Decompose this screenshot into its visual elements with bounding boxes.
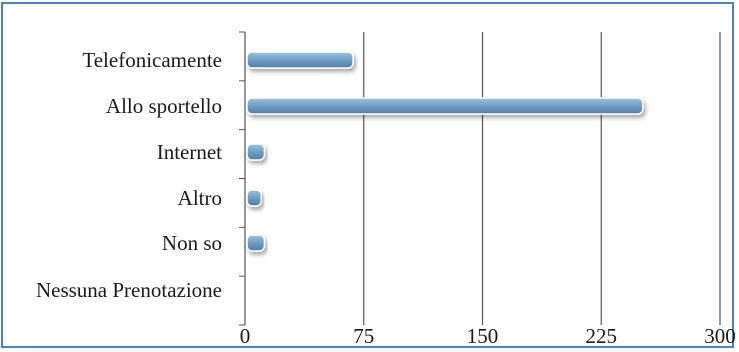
category-label: Altro: [178, 186, 222, 210]
category-label: Allo sportello: [106, 94, 222, 118]
x-tick-label-225: 225: [586, 324, 618, 348]
bar-altro: [246, 189, 262, 207]
category-label: Internet: [157, 140, 222, 164]
chart-frame: [1, 2, 734, 348]
category-label: Nessuna Prenotazione: [36, 278, 222, 302]
category-label: Telefonicamente: [82, 48, 222, 72]
gridlines: [363, 32, 721, 325]
bar-telefonicamente: [246, 51, 354, 69]
x-tick-label-75: 75: [353, 324, 374, 348]
y-axis: [239, 31, 246, 326]
bar-internet: [246, 143, 266, 161]
x-tick-label-300: 300: [704, 324, 736, 348]
x-tick-label-0: 0: [240, 324, 251, 348]
bar-allo-sportello: [246, 97, 644, 115]
x-tick-labels: 0 75 150 225 300: [240, 324, 736, 348]
category-labels: Telefonicamente Allo sportello Internet Alt…: [36, 48, 222, 302]
x-tick-label-150: 150: [467, 324, 499, 348]
bars: [246, 51, 644, 252]
category-label: Non so: [162, 231, 222, 255]
bar-non-so: [246, 234, 266, 252]
